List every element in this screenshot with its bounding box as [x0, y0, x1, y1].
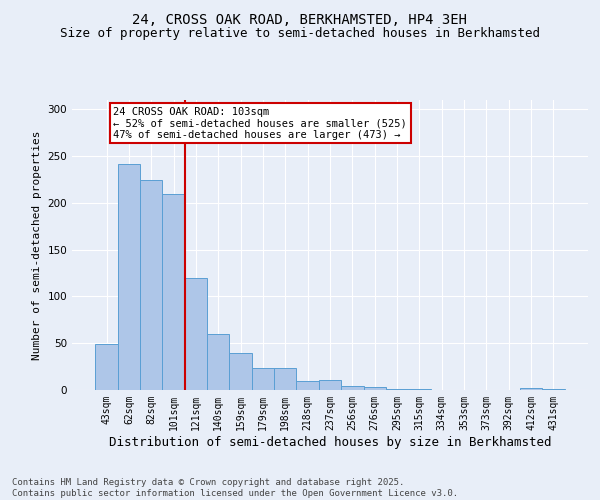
Bar — [95, 344, 118, 390]
Bar — [364, 387, 386, 390]
Bar — [163, 194, 185, 390]
Text: Size of property relative to semi-detached houses in Berkhamsted: Size of property relative to semi-detach… — [60, 28, 540, 40]
Bar — [408, 389, 431, 390]
Bar — [386, 389, 408, 390]
Bar — [520, 388, 542, 390]
Bar — [542, 389, 565, 390]
Bar — [341, 386, 364, 390]
Text: Contains HM Land Registry data © Crown copyright and database right 2025.
Contai: Contains HM Land Registry data © Crown c… — [12, 478, 458, 498]
Bar — [118, 164, 140, 390]
Bar — [140, 180, 163, 390]
Text: 24 CROSS OAK ROAD: 103sqm
← 52% of semi-detached houses are smaller (525)
47% of: 24 CROSS OAK ROAD: 103sqm ← 52% of semi-… — [113, 106, 407, 140]
Bar — [229, 352, 252, 390]
Bar — [185, 278, 207, 390]
X-axis label: Distribution of semi-detached houses by size in Berkhamsted: Distribution of semi-detached houses by … — [109, 436, 551, 448]
Bar — [274, 368, 296, 390]
Y-axis label: Number of semi-detached properties: Number of semi-detached properties — [32, 130, 42, 360]
Bar — [296, 380, 319, 390]
Bar — [207, 334, 229, 390]
Bar — [319, 380, 341, 390]
Text: 24, CROSS OAK ROAD, BERKHAMSTED, HP4 3EH: 24, CROSS OAK ROAD, BERKHAMSTED, HP4 3EH — [133, 12, 467, 26]
Bar — [252, 368, 274, 390]
